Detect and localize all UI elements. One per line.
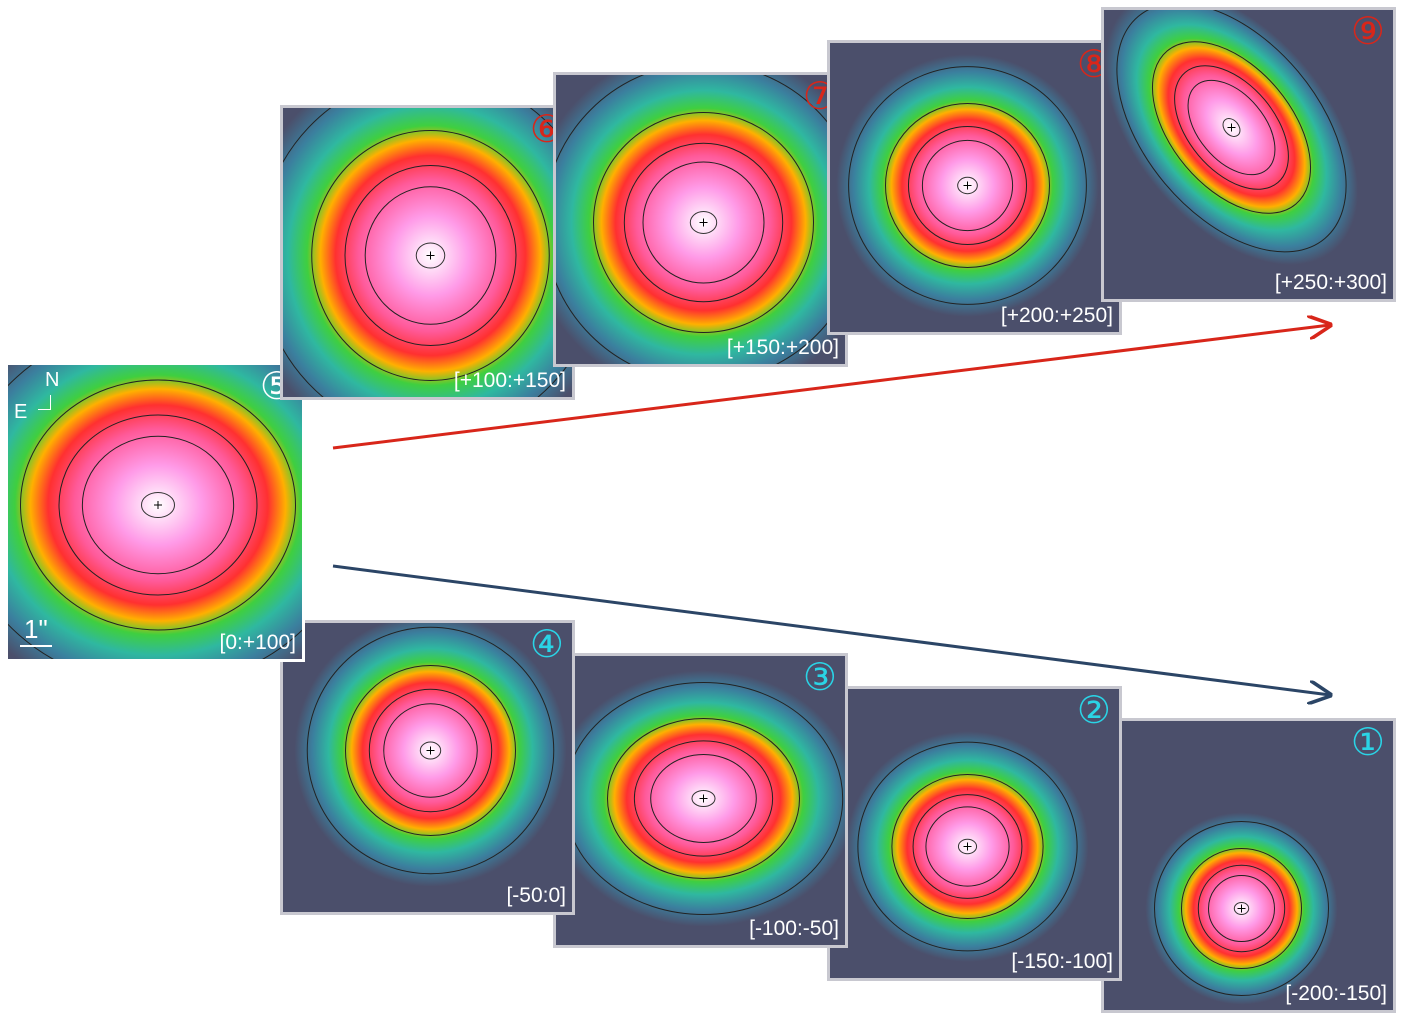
emission — [8, 365, 305, 662]
emission — [556, 75, 848, 367]
velocity-range: [+150:+200] — [727, 336, 839, 360]
panel-number: ⑨ — [1351, 12, 1385, 50]
panel-number: ① — [1351, 723, 1385, 761]
emission — [283, 108, 575, 400]
emission-core — [1104, 10, 1396, 302]
velocity-range: [+250:+300] — [1275, 271, 1387, 295]
compass-north: N — [45, 369, 59, 392]
figure: ① [-200:-150] ② [-150:-100] ③ [-100:-50] ④ [-50… — [0, 0, 1413, 1013]
emission-map — [830, 689, 1122, 981]
image-panel: ⑥[+100:+150] — [280, 105, 575, 400]
image-panel: ④ [-50:0] — [280, 620, 575, 915]
emission-map — [283, 108, 575, 400]
velocity-range: [-150:-100] — [1011, 950, 1113, 974]
emission-map — [556, 75, 848, 367]
image-panel: ① [-200:-150] — [1101, 718, 1396, 1013]
emission-map — [8, 365, 305, 662]
velocity-range: [-50:0] — [506, 884, 566, 908]
emission — [295, 623, 567, 887]
image-panel: ② [-150:-100] — [827, 686, 1122, 981]
velocity-range: [0:+100] — [220, 631, 296, 655]
compass-east: E — [14, 401, 27, 424]
compass-arms — [38, 395, 51, 410]
scale-bar: 1" — [20, 614, 52, 647]
emission — [1104, 10, 1396, 302]
image-panel: ⑧[+200:+250] — [827, 40, 1122, 335]
emission-core — [283, 108, 575, 400]
emission-map — [283, 623, 575, 915]
image-panel: ③ [-100:-50] — [553, 653, 848, 948]
emission-map — [830, 43, 1122, 335]
velocity-range: [+200:+250] — [1001, 304, 1113, 328]
velocity-range: [-200:-150] — [1285, 982, 1387, 1006]
emission-core — [295, 623, 567, 887]
emission-map — [1104, 721, 1396, 1013]
panel-number: ③ — [803, 658, 837, 696]
image-panel: ⑦[+150:+200] — [553, 72, 848, 367]
panel-number: ④ — [530, 625, 564, 663]
velocity-range: [+100:+150] — [454, 369, 566, 393]
emission-core — [556, 75, 848, 367]
emission-core — [8, 365, 305, 662]
velocity-range: [-100:-50] — [749, 917, 839, 941]
panel-number: ② — [1077, 691, 1111, 729]
emission-map — [556, 656, 848, 948]
image-panel: ⑨ [+250:+300] — [1101, 7, 1396, 302]
emission-map — [1104, 10, 1396, 302]
